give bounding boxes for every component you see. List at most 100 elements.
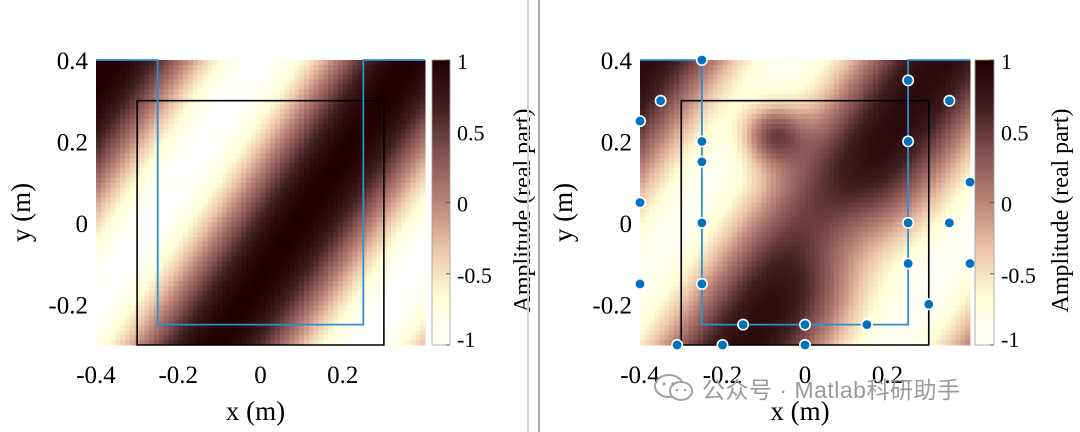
heatmap-cell (371, 192, 378, 199)
heatmap-cell (410, 99, 416, 105)
heatmap-cell (664, 281, 670, 287)
heatmap-cell (722, 153, 728, 159)
heatmap-cell (270, 148, 276, 154)
heatmap-cell (265, 60, 271, 66)
heatmap-cell (698, 212, 704, 218)
heatmap-cell (105, 320, 112, 326)
heatmap-cell (110, 207, 116, 213)
heatmap-cell (698, 325, 704, 331)
heatmap-cell (333, 325, 339, 331)
heatmap-cell (284, 310, 291, 317)
heatmap-cell (352, 202, 358, 209)
heatmap-cell (289, 158, 295, 164)
heatmap-cell (386, 64, 392, 71)
heatmap-cell (366, 305, 373, 312)
heatmap-cell (202, 295, 208, 302)
heatmap-cell (659, 173, 665, 179)
heatmap-cell (323, 286, 329, 292)
heatmap-cell (644, 197, 651, 204)
heatmap-cell (212, 173, 218, 179)
heatmap-cell (722, 123, 728, 130)
heatmap-cell (366, 177, 373, 184)
heatmap-cell (207, 153, 213, 159)
heatmap-cell (178, 168, 184, 174)
heatmap-cell (664, 212, 670, 218)
heatmap-cell (270, 177, 276, 184)
heatmap-cell (120, 69, 126, 76)
heatmap-cell (371, 133, 378, 140)
heatmap-cell (313, 290, 320, 297)
heatmap-cell (333, 261, 339, 267)
heatmap-cell (231, 133, 237, 140)
heatmap-cell (144, 300, 150, 307)
heatmap-cell (717, 335, 724, 341)
heatmap-cell (255, 202, 262, 209)
heatmap-cell (192, 168, 199, 174)
heatmap-cell (236, 290, 242, 297)
heatmap-cell (173, 290, 179, 297)
heatmap-cell (207, 69, 213, 76)
heatmap-cell (212, 197, 218, 204)
heatmap-cell (304, 261, 310, 267)
heatmap-cell (212, 69, 218, 76)
heatmap-cell (294, 330, 300, 336)
heatmap-cell (328, 222, 334, 228)
heatmap-cell (323, 290, 329, 297)
heatmap-cell (279, 227, 286, 233)
heatmap-cell (115, 231, 121, 238)
heatmap-cell (197, 227, 204, 233)
heatmap-cell (187, 192, 194, 199)
heatmap-cell (197, 315, 204, 322)
heatmap-cell (265, 290, 271, 297)
heatmap-cell (693, 118, 699, 125)
heatmap-cell (405, 295, 412, 302)
heatmap-cell (294, 114, 300, 120)
heatmap-cell (154, 168, 160, 174)
heatmap-cell (318, 123, 324, 130)
heatmap-cell (342, 222, 349, 228)
heatmap-cell (333, 138, 339, 145)
heatmap-cell (125, 286, 131, 292)
heatmap-cell (683, 114, 690, 120)
heatmap-cell (207, 305, 213, 312)
heatmap-cell (105, 251, 112, 258)
heatmap-cell (391, 118, 397, 125)
heatmap-cell (640, 300, 646, 307)
heatmap-cell (202, 271, 208, 277)
heatmap-cell (712, 143, 719, 150)
heatmap-cell (96, 118, 102, 125)
heatmap-cell (207, 168, 213, 174)
heatmap-cell (649, 168, 656, 174)
heatmap-cell (337, 251, 344, 258)
heatmap-cell (362, 148, 368, 154)
heatmap-cell (216, 99, 223, 105)
heatmap-cell (366, 271, 373, 277)
heatmap-cell (333, 295, 339, 302)
heatmap-cell (183, 123, 189, 130)
heatmap-cell (299, 305, 305, 312)
heatmap-cell (357, 84, 363, 91)
heatmap-cell (216, 79, 223, 86)
heatmap-cell (100, 281, 107, 287)
heatmap-cell (693, 173, 699, 179)
heatmap-cell (207, 212, 213, 218)
heatmap-cell (342, 340, 349, 346)
heatmap-cell (683, 74, 690, 81)
heatmap-cell (149, 123, 155, 130)
heatmap-cell (357, 138, 363, 145)
heatmap-cell (391, 241, 397, 248)
heatmap-cell (183, 276, 189, 282)
heatmap-cell (371, 60, 378, 66)
heatmap-cell (688, 310, 694, 317)
heatmap-cell (342, 173, 349, 179)
heatmap-cell (158, 266, 165, 272)
heatmap-cell (154, 158, 160, 164)
heatmap-cell (703, 114, 709, 120)
heatmap-cell (693, 325, 699, 331)
heatmap-cell (154, 69, 160, 76)
heatmap-cell (410, 281, 416, 287)
heatmap-cell (318, 177, 324, 184)
heatmap-cell (105, 173, 112, 179)
heatmap-cell (659, 315, 665, 322)
heatmap-cell (299, 177, 305, 184)
